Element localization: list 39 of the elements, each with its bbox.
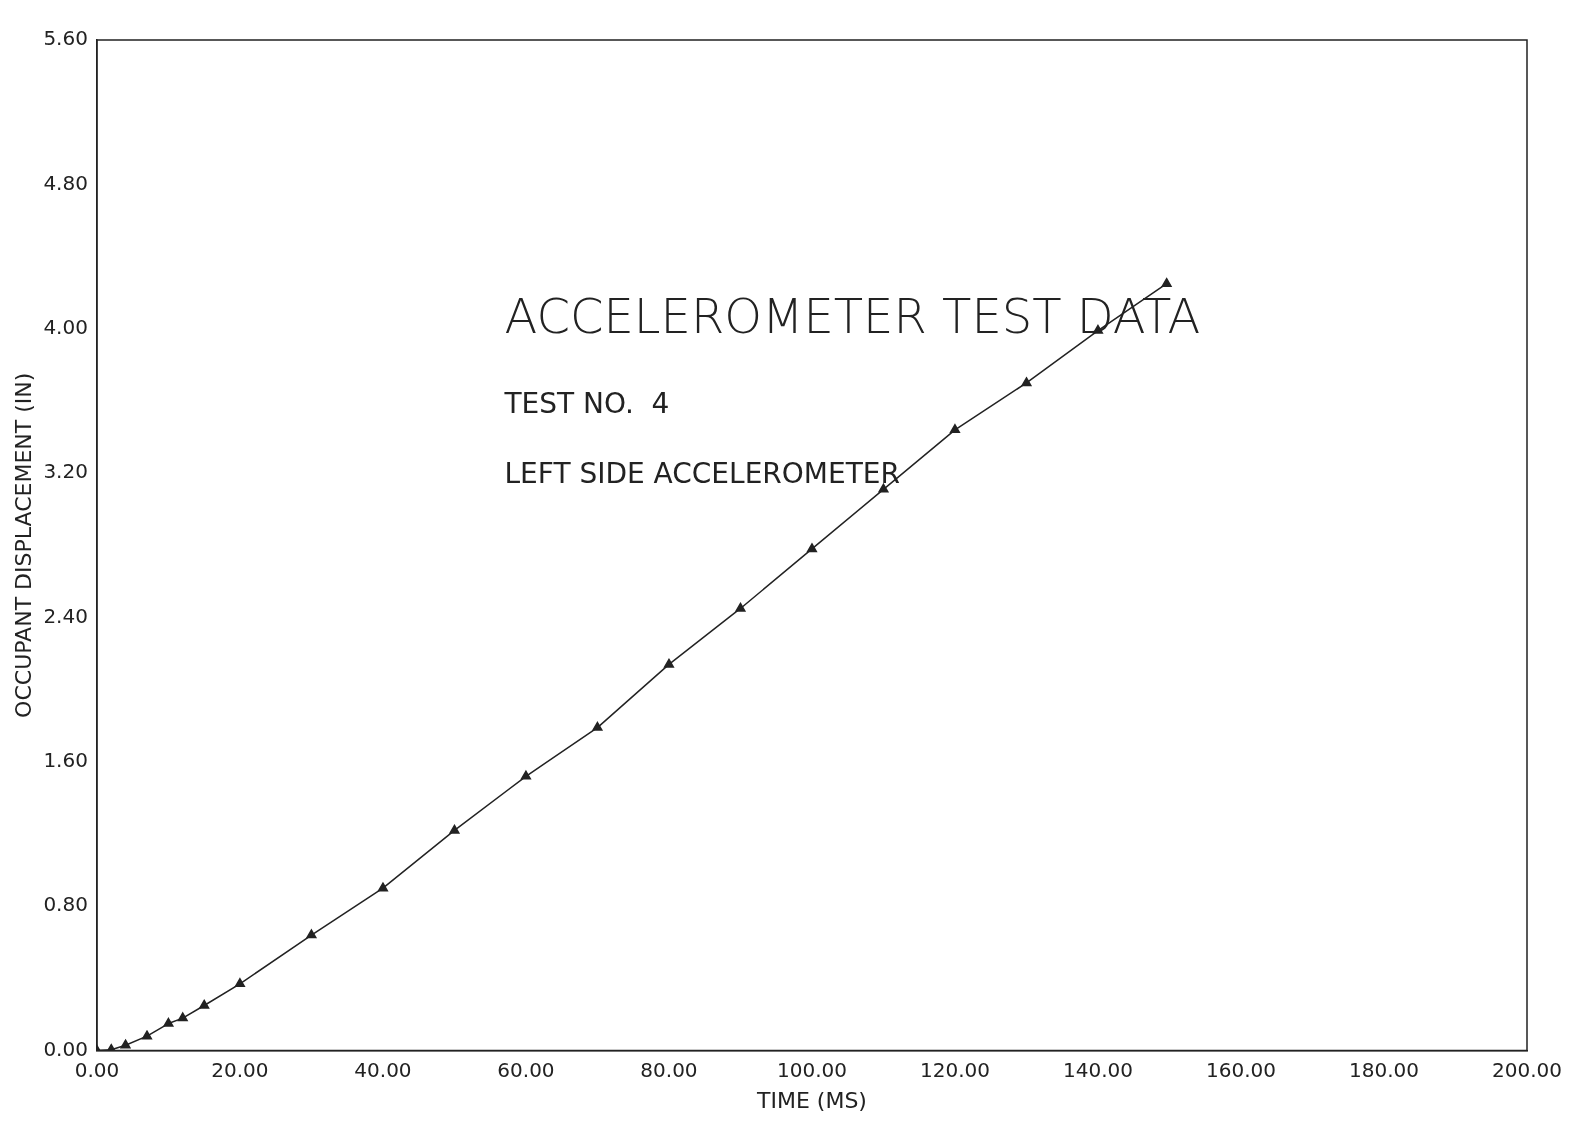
y-tick-label: 1.60 [43, 748, 88, 773]
annotation: LEFT SIDE ACCELEROMETER [504, 457, 900, 491]
y-tick-label: 4.00 [43, 314, 88, 339]
x-tick-label: 80.00 [640, 1057, 698, 1082]
point [449, 824, 460, 834]
y-tick-label: 3.20 [43, 459, 88, 484]
x-axis-title: TIME (MS) [756, 1087, 867, 1113]
point [306, 929, 317, 939]
point [806, 543, 818, 553]
point [663, 658, 675, 668]
y-tick-label: 2.40 [43, 603, 88, 628]
x-tick-label: 160.00 [1205, 1057, 1276, 1082]
point [878, 483, 889, 493]
text: TEST NO. 4 [503, 387, 670, 421]
point [1161, 277, 1172, 287]
x-tick-label: 20.00 [211, 1057, 269, 1082]
point [592, 721, 603, 731]
x-tick-label: 100.00 [776, 1057, 847, 1082]
y-tick-label: 5.60 [43, 26, 88, 51]
point [199, 999, 210, 1009]
y-tick-label: 0.80 [43, 892, 88, 917]
y-axis-title: OCCUPANT DISPLACEMENT (IN) [10, 372, 36, 718]
point [234, 978, 246, 988]
point [177, 1012, 188, 1022]
x-tick-label: 140.00 [1062, 1057, 1133, 1082]
x-tick-label: 120.00 [919, 1057, 990, 1082]
point [120, 1039, 131, 1049]
point [735, 602, 746, 612]
point [163, 1017, 174, 1027]
x-tick-label: 60.00 [497, 1057, 555, 1082]
x-tick-label: 200.00 [1492, 1057, 1562, 1082]
x-tick-label: 40.00 [354, 1057, 412, 1082]
x-tick-label: 180.00 [1349, 1057, 1419, 1082]
point [520, 770, 532, 780]
point [1021, 377, 1032, 387]
point [141, 1030, 153, 1040]
point [377, 882, 389, 892]
y-tick-label: 4.80 [43, 170, 88, 195]
point [949, 424, 961, 434]
